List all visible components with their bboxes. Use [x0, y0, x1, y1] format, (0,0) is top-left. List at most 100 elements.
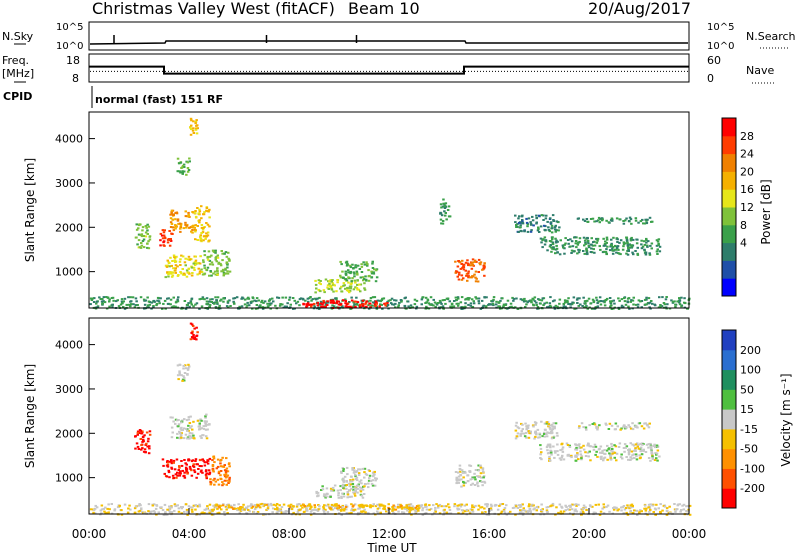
heat-cell [340, 285, 343, 288]
heat-cell [631, 299, 635, 302]
heat-cell [497, 301, 501, 304]
heat-cell [613, 302, 616, 305]
heat-cell [198, 270, 202, 273]
heat-cell [635, 458, 639, 461]
heat-cell [579, 511, 583, 514]
heat-cell [538, 436, 542, 439]
nave-label: Nave [746, 64, 774, 77]
heat-cell [309, 513, 313, 516]
heat-cell [222, 483, 225, 486]
heat-cell [549, 304, 552, 307]
heat-cell [191, 459, 195, 462]
heat-cell [89, 508, 93, 511]
heat-cell [298, 509, 301, 512]
heat-cell [674, 306, 677, 308]
heat-cell [506, 307, 509, 310]
heat-cell [321, 488, 325, 491]
heat-cell [610, 300, 614, 303]
heat-cell [596, 237, 600, 240]
heat-cell [520, 430, 523, 433]
heat-cell [179, 264, 182, 266]
heat-cell [444, 202, 448, 205]
heat-cell [178, 363, 181, 366]
heat-cell [434, 506, 437, 509]
heat-cell [477, 508, 480, 511]
heat-cell [557, 229, 560, 232]
heat-cell [204, 470, 208, 473]
heat-cell [342, 480, 346, 483]
heat-cell [203, 464, 207, 467]
heat-cell [659, 304, 662, 306]
heat-cell [585, 509, 588, 511]
heat-cell [537, 214, 541, 217]
heat-cell [235, 296, 239, 299]
heat-cell [346, 264, 349, 266]
heat-cell [592, 446, 595, 448]
heat-cell [107, 511, 110, 514]
heat-cell [549, 459, 552, 462]
heat-cell [226, 474, 230, 477]
heat-cell [357, 474, 361, 476]
heat-cell [665, 296, 668, 298]
heat-cell [143, 299, 146, 302]
heat-cell [186, 437, 189, 440]
xtick-label-2: 08:00 [272, 527, 307, 541]
heat-cell [188, 272, 191, 275]
heat-cell [518, 215, 521, 218]
heat-cell [188, 258, 192, 261]
heat-cell [561, 454, 564, 457]
heat-cell [471, 263, 474, 266]
heat-cell [224, 272, 227, 275]
heat-cell [333, 284, 336, 287]
heat-cell [471, 275, 475, 278]
heat-cell [130, 300, 133, 303]
heat-cell [198, 221, 201, 224]
heat-cell [421, 296, 424, 299]
heat-cell [205, 437, 209, 440]
heat-cell [205, 472, 208, 475]
heat-cell [216, 507, 219, 510]
heat-cell [550, 224, 554, 227]
heat-cell [174, 218, 177, 221]
heat-cell [543, 302, 546, 305]
heat-cell [232, 508, 235, 510]
heat-cell [583, 252, 586, 255]
heat-cell [577, 251, 581, 254]
heat-cell [374, 477, 377, 480]
heat-cell [233, 297, 237, 300]
heat-cell [589, 459, 592, 462]
heat-cell [650, 300, 653, 302]
heat-cell [619, 428, 622, 431]
heat-cell [365, 504, 368, 507]
heat-cell [331, 505, 334, 507]
heat-cell [645, 239, 648, 242]
heat-cell [455, 302, 458, 305]
heat-cell [649, 307, 652, 310]
heat-cell [540, 510, 543, 513]
heat-cell [371, 296, 375, 299]
heat-cell [625, 217, 628, 220]
heat-cell [600, 452, 604, 454]
heat-cell [151, 504, 155, 507]
heat-cell [678, 301, 681, 304]
heat-cell [205, 477, 208, 480]
heat-cell [473, 260, 477, 263]
heat-cell [444, 302, 447, 305]
heat-cell [213, 461, 216, 464]
heat-cell [647, 426, 651, 429]
heat-cell [170, 506, 173, 509]
heat-cell [169, 303, 172, 306]
heat-cell [322, 299, 325, 302]
heat-cell [372, 474, 375, 477]
heat-cell [544, 239, 547, 242]
heat-cell [221, 252, 224, 255]
heat-cell [460, 478, 463, 481]
heat-cell [587, 444, 590, 447]
heat-cell [170, 461, 173, 464]
heat-cell [448, 300, 451, 303]
power-colorbar-frame [721, 117, 737, 297]
freq-trace [89, 65, 689, 75]
heat-cell [210, 301, 213, 303]
heat-cell [337, 303, 341, 306]
heat-cell [619, 253, 622, 256]
